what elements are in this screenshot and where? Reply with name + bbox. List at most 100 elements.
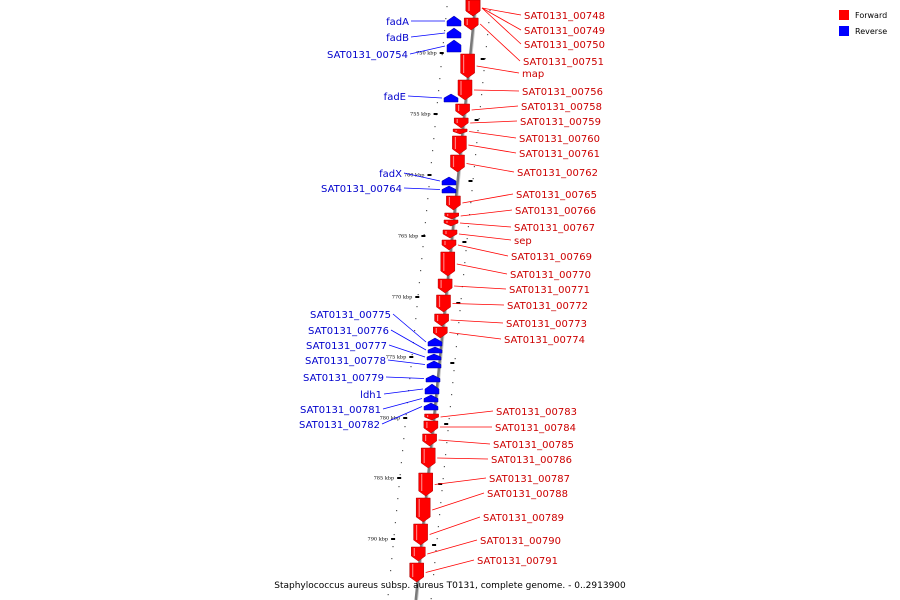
forward-gene-label-sat0131-00748[interactable]: SAT0131_00748 — [524, 11, 605, 22]
forward-gene-sat0131-00760[interactable] — [452, 128, 468, 135]
forward-gene-label-sat0131-00758[interactable]: SAT0131_00758 — [521, 102, 602, 113]
forward-gene-label-sat0131-00756[interactable]: SAT0131_00756 — [522, 87, 603, 98]
forward-gene-sat0131-00756[interactable] — [457, 79, 473, 101]
forward-gene-sat0131-00761[interactable] — [452, 135, 467, 155]
forward-gene-label-sat0131-00772[interactable]: SAT0131_00772 — [507, 301, 588, 312]
forward-gene-sat0131-00750[interactable] — [465, 0, 481, 17]
forward-gene-sep[interactable] — [442, 229, 458, 239]
forward-gene-sat0131-00788[interactable] — [415, 497, 431, 523]
forward-gene-sat0131-00773[interactable] — [434, 313, 449, 327]
forward-gene-sat0131-00787[interactable] — [418, 472, 433, 497]
forward-gene-label-sat0131-00774[interactable]: SAT0131_00774 — [504, 335, 585, 346]
forward-gene-sat0131-00758[interactable] — [455, 103, 470, 117]
tick-dot — [434, 562, 436, 564]
forward-gene-label-sat0131-00751[interactable]: SAT0131_00751 — [523, 57, 604, 68]
reverse-gene-sat0131-00779[interactable] — [425, 374, 441, 383]
forward-gene-sat0131-00771[interactable] — [437, 278, 453, 294]
reverse-gene-label-sat0131-00754[interactable]: SAT0131_00754 — [327, 50, 408, 61]
forward-gene-map[interactable] — [460, 53, 475, 79]
forward-gene-label-sat0131-00766[interactable]: SAT0131_00766 — [515, 206, 596, 217]
forward-gene-label-sat0131-00790[interactable]: SAT0131_00790 — [480, 536, 561, 547]
forward-gene-sat0131-00770[interactable] — [440, 251, 456, 277]
forward-gene-label-map[interactable]: map — [522, 69, 544, 80]
forward-gene-label-sat0131-00761[interactable]: SAT0131_00761 — [519, 149, 600, 160]
forward-gene-sat0131-00790[interactable] — [411, 546, 426, 562]
forward-gene-sat0131-00762[interactable] — [450, 154, 465, 173]
forward-gene-sat0131-00789[interactable] — [413, 523, 428, 546]
forward-gene-label-sat0131-00791[interactable]: SAT0131_00791 — [477, 556, 558, 567]
reverse-gene-label-sat0131-00779[interactable]: SAT0131_00779 — [303, 373, 384, 384]
reverse-gene-label-ldh1[interactable]: ldh1 — [360, 390, 382, 401]
forward-gene-label-sat0131-00786[interactable]: SAT0131_00786 — [491, 455, 572, 466]
reverse-gene-label-fadb[interactable]: fadB — [386, 33, 409, 44]
forward-gene-label-sat0131-00770[interactable]: SAT0131_00770 — [510, 270, 591, 281]
leader-line — [385, 376, 425, 379]
forward-gene-sat0131-00767[interactable] — [443, 219, 459, 227]
forward-gene-sat0131-00769[interactable] — [441, 239, 457, 251]
reverse-gene-ldh1[interactable] — [424, 383, 440, 395]
reverse-gene-sat0131-00776[interactable] — [427, 346, 443, 354]
reverse-gene-label-sat0131-00777[interactable]: SAT0131_00777 — [306, 341, 387, 352]
forward-gene-label-sat0131-00787[interactable]: SAT0131_00787 — [489, 474, 570, 485]
forward-gene-label-sat0131-00783[interactable]: SAT0131_00783 — [496, 407, 577, 418]
forward-gene-sat0131-00759[interactable] — [453, 117, 469, 129]
reverse-gene-sat0131-00777[interactable] — [426, 353, 442, 361]
forward-gene-sat0131-00766[interactable] — [444, 212, 459, 220]
forward-gene-label-sep[interactable]: sep — [514, 236, 532, 247]
forward-gene-label-sat0131-00769[interactable]: SAT0131_00769 — [511, 252, 592, 263]
forward-gene-sat0131-00786[interactable] — [420, 447, 436, 469]
reverse-gene-sat0131-00775[interactable] — [427, 337, 443, 347]
reverse-gene-sat0131-00754[interactable] — [446, 39, 462, 53]
reverse-gene-label-sat0131-00778[interactable]: SAT0131_00778 — [305, 356, 386, 367]
forward-gene-label-sat0131-00789[interactable]: SAT0131_00789 — [483, 513, 564, 524]
reverse-gene-label-sat0131-00776[interactable]: SAT0131_00776 — [308, 326, 389, 337]
leader-line — [459, 222, 512, 228]
genome-caption: Staphylococcus aureus subsp. aureus T013… — [274, 581, 626, 591]
forward-gene-label-sat0131-00773[interactable]: SAT0131_00773 — [506, 319, 587, 330]
forward-gene-sat0131-00784[interactable] — [423, 420, 439, 434]
kbp-tick — [403, 417, 408, 419]
forward-gene-label-sat0131-00784[interactable]: SAT0131_00784 — [495, 423, 576, 434]
forward-gene-label-sat0131-00762[interactable]: SAT0131_00762 — [517, 168, 598, 179]
leader-line — [479, 23, 521, 62]
forward-gene-label-sat0131-00785[interactable]: SAT0131_00785 — [493, 440, 574, 451]
tick-dot — [430, 162, 432, 164]
kbp-tick — [432, 544, 437, 546]
tick-dot — [388, 582, 390, 584]
forward-gene-label-sat0131-00760[interactable]: SAT0131_00760 — [519, 134, 600, 145]
forward-gene-sat0131-00783[interactable] — [424, 413, 439, 421]
reverse-gene-label-sat0131-00782[interactable]: SAT0131_00782 — [299, 420, 380, 431]
reverse-gene-fadb[interactable] — [446, 27, 462, 39]
tick-dot — [403, 438, 405, 440]
reverse-gene-fade[interactable] — [443, 93, 459, 103]
tick-dot — [409, 378, 411, 380]
reverse-gene-sat0131-00781[interactable] — [423, 394, 439, 403]
reverse-gene-sat0131-00782[interactable] — [423, 402, 439, 411]
reverse-gene-label-sat0131-00764[interactable]: SAT0131_00764 — [321, 184, 402, 195]
forward-gene-label-sat0131-00759[interactable]: SAT0131_00759 — [520, 117, 601, 128]
forward-gene-label-sat0131-00750[interactable]: SAT0131_00750 — [524, 40, 605, 51]
reverse-gene-label-fadx[interactable]: fadX — [379, 169, 402, 180]
reverse-gene-label-sat0131-00775[interactable]: SAT0131_00775 — [310, 310, 391, 321]
forward-gene-label-sat0131-00749[interactable]: SAT0131_00749 — [524, 26, 605, 37]
reverse-gene-sat0131-00778[interactable] — [426, 360, 442, 369]
forward-gene-sat0131-00774[interactable] — [433, 326, 448, 339]
forward-gene-sat0131-00772[interactable] — [436, 294, 451, 313]
forward-gene-sat0131-00751[interactable] — [463, 17, 479, 31]
forward-gene-label-sat0131-00788[interactable]: SAT0131_00788 — [487, 489, 568, 500]
reverse-gene-label-fada[interactable]: fadA — [386, 17, 409, 28]
forward-gene-sat0131-00785[interactable] — [422, 433, 437, 447]
forward-gene-sat0131-00765[interactable] — [446, 195, 461, 211]
forward-gene-label-sat0131-00765[interactable]: SAT0131_00765 — [516, 190, 597, 201]
leader-line — [466, 163, 515, 173]
tick-dot — [416, 306, 418, 308]
reverse-gene-sat0131-00764[interactable] — [441, 185, 457, 194]
forward-gene-label-sat0131-00771[interactable]: SAT0131_00771 — [509, 285, 590, 296]
reverse-gene-fadx[interactable] — [441, 176, 457, 186]
forward-gene-sat0131-00791[interactable] — [409, 562, 424, 583]
reverse-gene-label-fade[interactable]: fadE — [384, 92, 406, 103]
forward-gene-label-sat0131-00767[interactable]: SAT0131_00767 — [514, 223, 595, 234]
reverse-gene-label-sat0131-00781[interactable]: SAT0131_00781 — [300, 405, 381, 416]
reverse-gene-fada[interactable] — [446, 15, 462, 27]
tick-dot — [471, 190, 473, 192]
